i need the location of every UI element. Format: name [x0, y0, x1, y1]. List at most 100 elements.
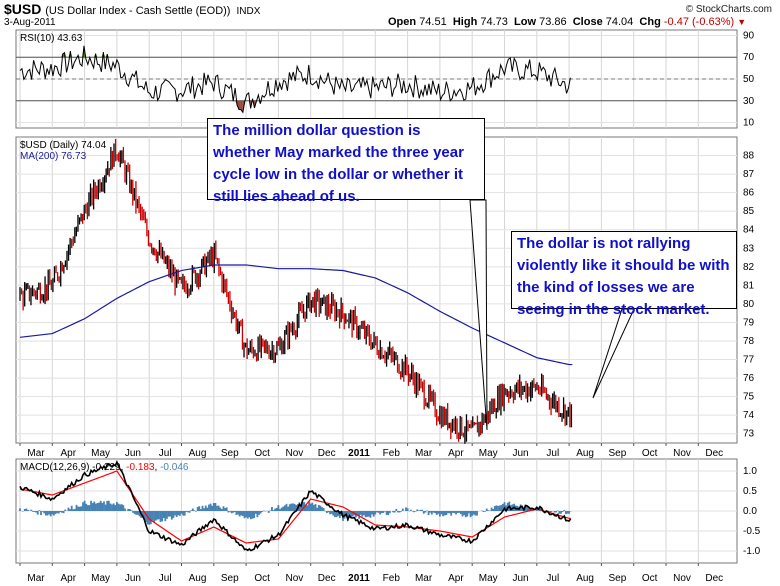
macd-histogram-bar — [275, 507, 278, 511]
macd-histogram-bar — [350, 511, 352, 518]
macd-histogram-bar — [237, 511, 239, 515]
close-label: Close — [572, 16, 603, 28]
macd-histogram-bar — [526, 505, 529, 511]
macd-histogram-bar — [195, 511, 197, 512]
macd-histogram-bar — [174, 511, 176, 516]
macd-histogram-bar — [558, 511, 561, 514]
macd-histogram-bar — [169, 511, 172, 517]
macd-histogram-bar — [83, 500, 86, 511]
macd-legend-signal: -0.183 — [126, 462, 155, 473]
macd-tick-label: -1.0 — [743, 546, 761, 557]
macd-histogram-bar — [248, 511, 251, 518]
macd-histogram-bar — [120, 504, 123, 511]
price-tick-label: 75 — [743, 392, 755, 403]
x-axis-label: Feb — [383, 448, 401, 459]
macd-histogram-bar — [490, 507, 493, 511]
macd-histogram-bar — [190, 510, 193, 511]
macd-histogram-bar — [96, 503, 99, 511]
macd-histogram-bar — [335, 511, 338, 518]
macd-histogram-bar — [416, 509, 419, 511]
macd-histogram-bar — [212, 503, 215, 511]
macd-histogram-bar — [313, 504, 315, 511]
macd-histogram-bar — [327, 511, 330, 513]
macd-histogram-bar — [141, 511, 144, 518]
macd-histogram-bar — [40, 511, 42, 516]
macd-histogram-bar — [325, 511, 328, 513]
macd-histogram-bar — [164, 511, 167, 522]
macd-histogram-bar — [267, 511, 270, 513]
x-axis-label: Nov — [673, 448, 691, 459]
macd-histogram-bar — [550, 511, 553, 513]
macd-histogram-bar — [261, 511, 264, 512]
macd-histogram-bar — [280, 507, 283, 511]
price-tick-label: 79 — [743, 317, 755, 328]
macd-histogram-bar — [124, 508, 126, 511]
x-axis-label: Jul — [546, 448, 559, 459]
macd-histogram-bar — [556, 510, 559, 511]
exchange: INDX — [236, 6, 261, 17]
price-tick-label: 74 — [743, 410, 755, 421]
macd-histogram-bar — [495, 505, 498, 511]
x-axis-label: Oct — [642, 573, 658, 584]
macd-histogram-bar — [304, 504, 307, 511]
x-axis-label: May — [91, 448, 110, 459]
macd-histogram-bar — [548, 511, 551, 513]
macd-histogram-bar — [500, 505, 503, 511]
price-tick-label: 78 — [743, 336, 755, 347]
x-axis-label: Nov — [673, 573, 691, 584]
annotation-rally: The dollar is not rallying violently lik… — [511, 231, 737, 318]
macd-histogram-bar — [180, 511, 183, 514]
macd-histogram-bar — [130, 510, 133, 511]
macd-histogram-bar — [198, 506, 201, 511]
macd-histogram-bar — [366, 511, 369, 517]
macd-histogram-bar — [497, 505, 499, 511]
macd-histogram-bar — [285, 503, 288, 511]
macd-histogram-bar — [246, 511, 249, 519]
x-axis-label: Apr — [61, 573, 77, 584]
macd-histogram-bar — [471, 511, 474, 516]
macd-histogram-bar — [162, 511, 165, 519]
price-tick-label: 85 — [743, 206, 755, 217]
macd-histogram-bar — [224, 508, 227, 511]
x-axis-label: Oct — [254, 573, 270, 584]
macd-histogram-bar — [535, 509, 538, 511]
x-axis-label: Sep — [609, 448, 627, 459]
x-axis-label: Mar — [415, 573, 433, 584]
x-axis-label: May — [479, 448, 498, 459]
x-axis-label: Dec — [318, 448, 336, 459]
macd-histogram-bar — [503, 502, 506, 511]
x-axis-label: Apr — [448, 573, 464, 584]
macd-histogram-bar — [453, 511, 456, 514]
macd-histogram-bar — [86, 505, 89, 511]
macd-histogram-bar — [282, 506, 285, 511]
macd-histogram-bar — [240, 511, 243, 516]
macd-histogram-bar — [127, 508, 130, 511]
macd-histogram-bar — [204, 505, 207, 511]
macd-histogram-bar — [330, 511, 333, 514]
macd-histogram-bar — [314, 504, 317, 511]
price-tick-label: 86 — [743, 188, 755, 199]
macd-histogram-bar — [211, 505, 214, 511]
macd-histogram-bar — [337, 511, 340, 516]
macd-histogram-bar — [183, 511, 186, 516]
macd-histogram-bar — [482, 511, 485, 513]
macd-histogram-bar — [245, 511, 247, 518]
macd-histogram-bar — [30, 509, 33, 511]
low-value: 73.86 — [539, 16, 567, 28]
macd-histogram-bar — [54, 511, 57, 515]
rsi-tick-label: 10 — [743, 118, 755, 129]
macd-histogram-bar — [382, 511, 385, 513]
macd-tick-label: 1.0 — [743, 466, 757, 477]
macd-histogram-bar — [363, 511, 365, 516]
macd-histogram-bar — [148, 511, 151, 525]
x-axis-label: Dec — [318, 573, 336, 584]
macd-histogram-bar — [161, 511, 164, 522]
macd-histogram-bar — [35, 511, 38, 513]
x-axis-label: Aug — [189, 573, 207, 584]
macd-histogram-bar — [384, 511, 386, 512]
x-axis-label: May — [479, 573, 498, 584]
macd-histogram-bar — [527, 507, 530, 511]
macd-histogram-bar — [101, 502, 104, 511]
macd-histogram-bar — [258, 511, 260, 515]
